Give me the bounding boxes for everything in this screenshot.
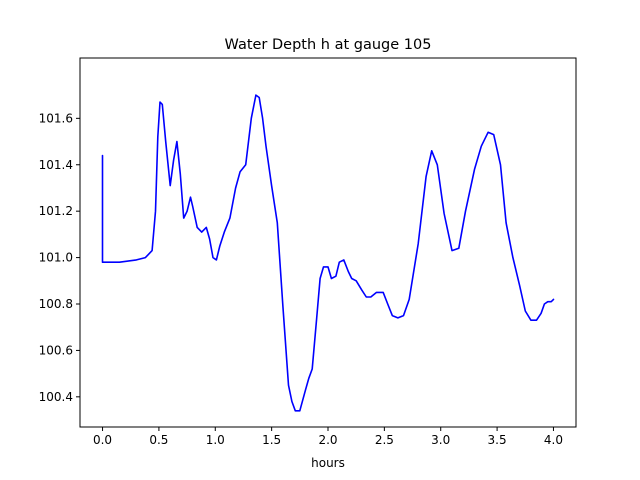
x-tick-label: 1.5 bbox=[262, 433, 281, 447]
y-tick-label: 100.4 bbox=[39, 390, 73, 404]
x-tick-label: 3.0 bbox=[431, 433, 450, 447]
y-tick-label: 100.8 bbox=[39, 297, 73, 311]
y-tick-label: 100.6 bbox=[39, 343, 73, 357]
x-tick-label: 1.0 bbox=[206, 433, 225, 447]
y-tick-label: 101.0 bbox=[39, 251, 73, 265]
y-tick-label: 101.4 bbox=[39, 158, 73, 172]
x-tick-label: 4.0 bbox=[544, 433, 563, 447]
series-line-1 bbox=[101, 94, 555, 412]
x-tick-label: 2.5 bbox=[375, 433, 394, 447]
x-axis-label: hours bbox=[311, 456, 345, 470]
x-tick-label: 2.0 bbox=[318, 433, 337, 447]
chart-title: Water Depth h at gauge 105 bbox=[225, 37, 432, 53]
plot-area: 0.0 0.5 1.0 1.5 2.0 2.5 3.0 3.5 4.0 100.4 100.6 100… bbox=[39, 57, 577, 447]
x-tick-label: 0.5 bbox=[149, 433, 168, 447]
x-tick-label: 0.0 bbox=[93, 433, 112, 447]
x-tick-label: 3.5 bbox=[488, 433, 507, 447]
y-tick-label: 101.2 bbox=[39, 204, 73, 218]
y-tick-label: 101.6 bbox=[39, 111, 73, 125]
